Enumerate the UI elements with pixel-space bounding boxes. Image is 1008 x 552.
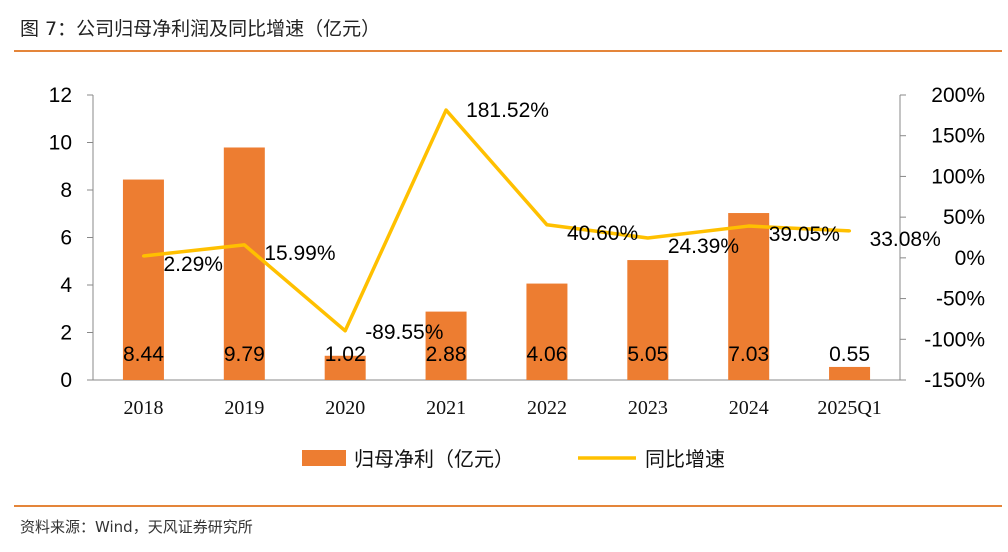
bar-data-label: 5.05 xyxy=(627,343,668,366)
bar-net-profit xyxy=(122,179,164,380)
line-data-label: 2.29% xyxy=(163,253,223,276)
chart-canvas: 0 2 4 6 8 10 12 -150% -100% -50% 0% 50% 100% 150% 200%… xyxy=(49,84,985,471)
left-axis-tick-label: 2 xyxy=(60,322,72,345)
line-point-yoy-growth xyxy=(141,254,145,258)
right-axis-tick-label: 100% xyxy=(931,165,985,188)
left-axis-tick-label: 12 xyxy=(49,84,72,107)
legend-bar-swatch xyxy=(302,450,346,466)
line-data-label: 39.05% xyxy=(769,223,840,246)
x-axis-category-label: 2018 xyxy=(123,397,163,419)
legend-bar-label: 归母净利（亿元） xyxy=(354,447,514,471)
x-axis-category-label: 2020 xyxy=(325,397,365,419)
bar-net-profit xyxy=(627,260,669,380)
bar-data-label: 1.02 xyxy=(325,343,366,366)
line-point-yoy-growth xyxy=(747,224,751,228)
line-point-yoy-growth xyxy=(848,229,852,233)
bar-data-label: 2.88 xyxy=(426,343,467,366)
line-point-yoy-growth xyxy=(444,108,448,112)
x-axis-category-label: 2019 xyxy=(224,397,264,419)
bar-data-label: 8.44 xyxy=(123,343,164,366)
bars-layer xyxy=(122,147,871,380)
line-data-label: -89.55% xyxy=(365,321,443,344)
line-point-yoy-growth xyxy=(646,236,650,240)
line-data-label: 15.99% xyxy=(264,242,335,265)
source-note: 资料来源：Wind，天风证券研究所 xyxy=(20,518,253,536)
bar-net-profit xyxy=(728,213,770,380)
legend-line-label: 同比增速 xyxy=(645,447,725,471)
left-axis-tick-label: 8 xyxy=(60,179,72,202)
bar-net-profit xyxy=(324,355,366,380)
bar-net-profit xyxy=(223,147,265,380)
legend: 归母净利（亿元） 同比增速 xyxy=(302,447,725,471)
x-axis-category-label: 2025Q1 xyxy=(817,397,881,419)
right-axis-tick-label: 50% xyxy=(943,206,985,229)
bar-net-profit xyxy=(829,366,871,380)
line-layer xyxy=(141,108,852,333)
line-data-label: 40.60% xyxy=(567,222,638,245)
left-axis-tick-label: 10 xyxy=(49,132,72,155)
right-axis-tick-label: 200% xyxy=(931,84,985,107)
right-axis-tick-label: 150% xyxy=(931,125,985,148)
x-axis-category-label: 2021 xyxy=(426,397,466,419)
bar-data-label: 7.03 xyxy=(728,343,769,366)
line-point-yoy-growth xyxy=(545,223,549,227)
labels-layer: 8.44 9.79 1.02 2.88 4.06 5.05 7.03 0.55 2.29% 15.… xyxy=(123,99,941,366)
top-divider xyxy=(14,50,1002,52)
right-axis-tick-label: -100% xyxy=(924,328,985,351)
bar-data-label: 4.06 xyxy=(527,343,568,366)
chart-title: 图 7：公司归母净利润及同比增速（亿元） xyxy=(20,18,381,40)
right-axis-tick-label: -50% xyxy=(936,288,985,311)
x-axis-category-label: 2023 xyxy=(628,397,668,419)
bar-net-profit xyxy=(526,283,568,380)
line-yoy-growth xyxy=(143,108,850,333)
line-point-yoy-growth xyxy=(242,243,246,247)
right-axis-tick-label: -150% xyxy=(924,369,985,392)
bottom-divider xyxy=(14,505,1002,507)
left-axis-tick-label: 0 xyxy=(60,369,72,392)
bar-net-profit xyxy=(425,311,467,380)
line-data-label: 24.39% xyxy=(668,235,739,258)
bar-data-label: 0.55 xyxy=(829,343,870,366)
right-axis-tick-label: 0% xyxy=(955,247,985,270)
left-axis-tick-label: 4 xyxy=(60,274,72,297)
line-data-label: 181.52% xyxy=(466,99,549,122)
x-axis-category-label: 2022 xyxy=(527,397,567,419)
bar-data-label: 9.79 xyxy=(224,343,265,366)
line-data-label: 33.08% xyxy=(870,228,941,251)
line-point-yoy-growth xyxy=(343,329,347,333)
x-axis-category-label: 2024 xyxy=(729,397,769,419)
left-axis-tick-label: 6 xyxy=(60,227,72,250)
